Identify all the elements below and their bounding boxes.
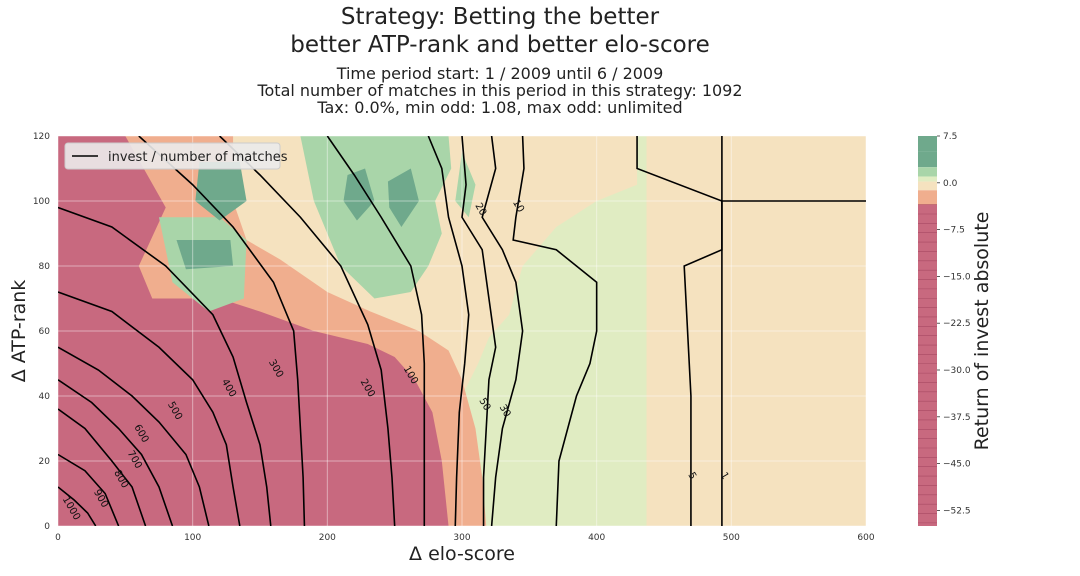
x-tick-label-6: 600 (857, 533, 874, 543)
y-tick-label-5: 100 (33, 197, 50, 207)
colorbar-band-3 (918, 176, 937, 182)
contour-label-5: 5 (685, 470, 698, 481)
colorbar-band-4 (918, 181, 937, 191)
x-axis-label: Δ elo-score (409, 543, 515, 565)
chart-title: Strategy: Betting the better (340, 4, 660, 30)
fill-region-11 (646, 136, 866, 526)
y-axis-label: Δ ATP-rank (8, 280, 30, 383)
x-tick-label-4: 400 (588, 533, 605, 543)
y-tick-label-2: 40 (39, 392, 51, 402)
contour-line-30 (461, 136, 497, 526)
colorbar-band-6 (918, 204, 937, 526)
info-line-matches: Total number of matches in this period i… (257, 81, 743, 100)
contour-line-700 (58, 379, 174, 526)
x-tick-label-5: 500 (723, 533, 740, 543)
colorbar-tick-label-5: −30.0 (943, 366, 971, 376)
x-tick-label-0: 0 (55, 533, 61, 543)
fill-region-10 (387, 168, 419, 227)
info-line-period: Time period start: 1 / 2009 until 6 / 20… (336, 64, 664, 83)
y-tick-label-0: 0 (44, 522, 50, 532)
contour-line-900 (58, 453, 120, 526)
colorbar-tick-label-7: −45.0 (943, 460, 971, 470)
colorbar-tick-label-8: −52.5 (943, 506, 971, 516)
y-tick-label-3: 60 (39, 327, 51, 337)
contour-lines (58, 136, 866, 526)
contour-line-600 (58, 346, 210, 526)
colorbar-band-0 (918, 136, 937, 152)
colorbar-label: Return of invest absolute (971, 212, 993, 451)
contour-line-300 (138, 136, 306, 526)
y-tick-label-4: 80 (39, 262, 51, 272)
x-tick-label-2: 200 (319, 533, 336, 543)
contour-label-1: 1 (718, 470, 731, 481)
contour-line-400 (58, 206, 272, 526)
colorbar-tick-label-3: −15.0 (943, 272, 971, 282)
legend-box (64, 142, 281, 170)
contour-line-500 (58, 291, 241, 526)
x-tick-label-3: 300 (453, 533, 470, 543)
contour-line-5 (636, 136, 723, 526)
y-tick-label-6: 120 (33, 132, 50, 142)
fill-region-4 (300, 136, 452, 299)
fill-region-9 (343, 168, 375, 221)
x-tick-label-1: 100 (184, 533, 201, 543)
fill-region-3 (58, 136, 449, 526)
info-line-tax: Tax: 0.0%, min odd: 1.08, max odd: unlim… (317, 98, 683, 117)
colorbar-band-5 (918, 190, 937, 205)
legend-entry: invest / number of matches (108, 150, 288, 165)
contour-line-1000 (58, 486, 97, 526)
x-axis-ticks: 0 100 200 300 400 500 600 (55, 533, 875, 543)
contour-line-20 (481, 136, 524, 526)
y-axis-ticks: 0 20 40 60 80 100 120 (33, 132, 50, 532)
contour-line-10 (512, 136, 598, 526)
contour-line-800 (58, 408, 147, 526)
legend: invest / number of matches (64, 142, 288, 170)
chart-subtitle: better ATP-rank and better elo-score (290, 32, 710, 58)
fill-region-7 (195, 162, 247, 221)
contour-line-200 (219, 136, 396, 526)
contour-line-100 (326, 136, 426, 526)
colorbar-band-2 (918, 167, 937, 177)
y-tick-label-1: 20 (39, 457, 51, 467)
colorbar-tick-label-2: −7.5 (943, 226, 965, 236)
colorbar-tick-label-0: 7.5 (943, 132, 957, 142)
colorbar-tick-label-6: −37.5 (943, 413, 971, 423)
fill-region-12 (721, 136, 866, 192)
contour-line-50 (427, 136, 470, 526)
colorbar-band-1 (918, 151, 937, 168)
colorbar-tick-label-4: −22.5 (943, 319, 971, 329)
colorbar-tick-label-1: 0.0 (943, 179, 958, 189)
colorbar: 7.5 0.0 −7.5 −15.0 −22.5 −30.0 −37.5 −45.0 −52.5 (918, 132, 971, 526)
fill-region-8 (176, 240, 234, 270)
